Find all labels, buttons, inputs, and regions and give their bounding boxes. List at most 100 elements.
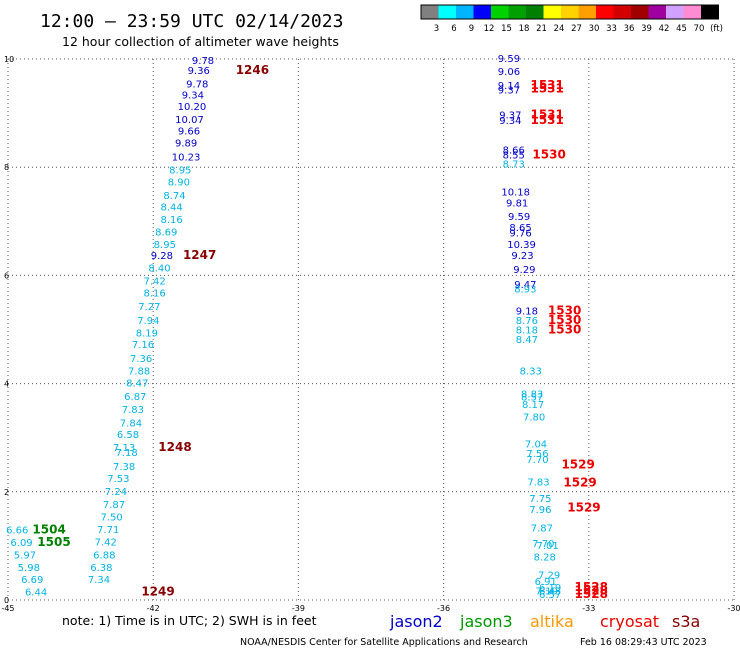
swh-point-label: 7.70 xyxy=(532,539,554,550)
color-scale-label: 3 xyxy=(434,24,439,34)
swh-point-label: 8.40 xyxy=(148,264,170,275)
swh-point-label: 9.78 xyxy=(186,80,208,91)
color-swatch xyxy=(421,5,439,19)
color-scale-label: 6 xyxy=(451,24,456,34)
x-tick-label: -39 xyxy=(292,604,305,613)
swh-point-label: 10.07 xyxy=(175,115,204,126)
swh-point-label: 10.39 xyxy=(507,240,536,251)
color-swatch xyxy=(701,5,719,19)
pass-number-label: 1529 xyxy=(563,475,596,489)
swh-point-label: 7.87 xyxy=(103,500,125,511)
footer-timestamp: Feb 16 08:29:43 UTC 2023 xyxy=(580,637,707,648)
swh-point-label: 8.33 xyxy=(520,366,542,377)
swh-point-label: 9.47 xyxy=(514,280,536,291)
pass-number-label: 1247 xyxy=(183,248,216,262)
swh-point-label: 6.87 xyxy=(124,392,146,403)
swh-point-label: 8.65 xyxy=(509,223,531,234)
swh-point-label: 9.37 xyxy=(498,86,520,97)
swh-point-label: 5.98 xyxy=(18,563,40,574)
swh-point-label: 7.53 xyxy=(107,474,129,485)
swh-point-label: 7.42 xyxy=(144,277,166,288)
swh-point-label: 8.95 xyxy=(169,166,191,177)
y-tick-label: 4 xyxy=(4,380,9,389)
satellite-label-jason2: jason2 xyxy=(389,612,443,631)
x-tick-label: -45 xyxy=(1,604,14,613)
swh-point-label: 8.16 xyxy=(160,215,182,226)
color-scale-border xyxy=(420,4,719,20)
pass-number-label: 1531 xyxy=(530,82,563,96)
swh-point-label: 6.09 xyxy=(10,538,32,549)
pass-number-label: 1529 xyxy=(567,500,600,514)
swh-point-label: 9.66 xyxy=(178,127,200,138)
swh-point-label: 9.36 xyxy=(188,66,210,77)
swh-point-label: 7.13 xyxy=(113,443,135,454)
color-scale-label: 27 xyxy=(571,24,582,34)
swh-point-label: 7.16 xyxy=(132,340,154,351)
swh-point-label: 9.34 xyxy=(499,116,521,127)
swh-point-label: 9.37 xyxy=(499,111,521,122)
swh-point-label: 9.59 xyxy=(508,212,530,223)
color-swatch xyxy=(631,5,649,19)
color-swatch xyxy=(561,5,579,19)
swh-point-label: 9.06 xyxy=(498,67,520,78)
swh-point-label: 7.88 xyxy=(128,366,150,377)
swh-point-label: 8.57 xyxy=(521,392,543,403)
satellite-label-jason3: jason3 xyxy=(459,612,513,631)
pass-number-label: 1529 xyxy=(561,458,594,472)
swh-point-label: 7.01 xyxy=(537,541,559,552)
color-swatch xyxy=(473,5,491,19)
color-swatch xyxy=(648,5,666,19)
y-tick-label: 8 xyxy=(4,163,9,172)
swh-point-label: 8.47 xyxy=(516,335,538,346)
swh-point-label: 10.20 xyxy=(178,102,207,113)
swh-point-label: 6.69 xyxy=(21,575,43,586)
swh-point-label: 8.28 xyxy=(534,553,556,564)
swh-point-label: 8.93 xyxy=(514,285,536,296)
pass-number-label: 1528 xyxy=(575,584,608,598)
swh-point-label: 8.90 xyxy=(168,178,190,189)
swh-point-label: 6.38 xyxy=(90,563,112,574)
color-swatch xyxy=(438,5,456,19)
swh-point-label: 7.42 xyxy=(95,537,117,548)
swh-point-label: 7.19 xyxy=(536,587,558,598)
swh-point-label: 8.18 xyxy=(516,325,538,336)
swh-point-label: 7.94 xyxy=(137,316,159,327)
swh-point-label: 9.59 xyxy=(498,54,520,65)
chart-title: 12:00 – 23:59 UTC 02/14/2023 xyxy=(40,11,343,32)
swh-point-label: 8.16 xyxy=(144,288,166,299)
swh-point-label: 6.57 xyxy=(539,590,561,601)
satellite-label-s3a: s3a xyxy=(672,612,700,631)
swh-point-label: 5.97 xyxy=(14,550,36,561)
color-scale-label: 18 xyxy=(519,24,530,34)
swh-point-label: 7.83 xyxy=(122,405,144,416)
swh-point-label: 6.88 xyxy=(93,550,115,561)
pass-number-label: 1528 xyxy=(575,587,608,601)
swh-point-label: 8.76 xyxy=(516,316,538,327)
footer-note: note: 1) Time is in UTC; 2) SWH is in fe… xyxy=(62,613,317,628)
color-scale-label: 9 xyxy=(469,24,474,34)
color-scale-label: 70 xyxy=(694,24,705,34)
color-swatch xyxy=(596,5,614,19)
color-scale-label: 39 xyxy=(641,24,652,34)
color-scale-label: 30 xyxy=(589,24,600,34)
color-scale-label: 12 xyxy=(484,24,495,34)
swh-point-label: 8.95 xyxy=(154,240,176,251)
swh-point-label: 7.56 xyxy=(526,449,548,460)
swh-point-label: 8.69 xyxy=(155,227,177,238)
y-tick-label: 0 xyxy=(4,596,9,605)
swh-point-label: 8.83 xyxy=(521,390,543,401)
pass-number-label: 1531 xyxy=(530,113,563,127)
color-scale-label: 45 xyxy=(676,24,687,34)
color-scale-label: 21 xyxy=(536,24,547,34)
swh-point-label: 7.29 xyxy=(538,570,560,581)
swh-point-label: 7.24 xyxy=(105,487,127,498)
x-tick-label: -42 xyxy=(147,604,160,613)
pass-number-label: 1531 xyxy=(530,78,563,92)
swh-point-label: 6.19 xyxy=(539,583,561,594)
y-tick-label: 2 xyxy=(4,488,9,497)
footer-credit: NOAA/NESDIS Center for Satellite Applica… xyxy=(240,637,528,648)
y-tick-label: 10 xyxy=(4,55,14,64)
swh-point-label: 9.81 xyxy=(506,199,528,210)
swh-point-label: 7.70 xyxy=(526,455,548,466)
